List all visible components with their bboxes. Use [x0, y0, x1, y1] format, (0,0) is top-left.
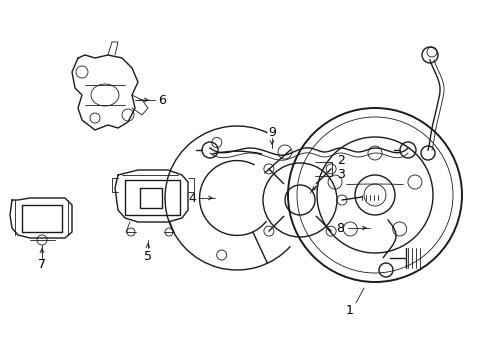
Text: 8: 8: [335, 221, 343, 234]
Text: 3: 3: [336, 167, 344, 180]
Text: 9: 9: [267, 126, 275, 139]
Text: 1: 1: [346, 303, 353, 316]
Text: 7: 7: [38, 258, 46, 271]
Text: 4: 4: [188, 192, 196, 204]
Text: 2: 2: [336, 153, 344, 166]
Text: 6: 6: [158, 94, 165, 107]
Text: 5: 5: [143, 249, 152, 262]
